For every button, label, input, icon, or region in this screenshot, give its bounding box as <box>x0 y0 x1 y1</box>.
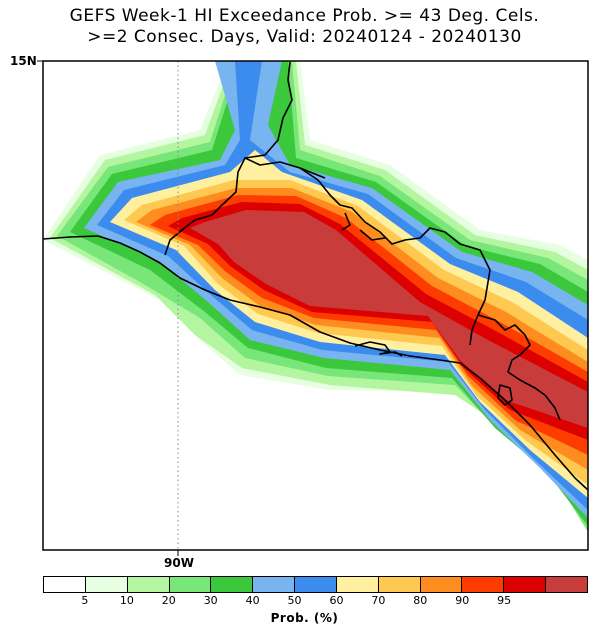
colorbar-segment <box>85 577 128 592</box>
colorbar-ticks: 5 10 20 30 40 50 60 70 80 90 95 <box>43 594 588 608</box>
colorbar-segment <box>504 577 547 592</box>
colorbar-segment <box>546 577 587 592</box>
guatemala-east-border <box>244 157 491 346</box>
colorbar-segment <box>420 577 463 592</box>
colorbar-tick-label: 5 <box>81 594 89 607</box>
honduras-north-edge <box>299 167 326 179</box>
colorbar-segment <box>462 577 505 592</box>
map-title-line1: GEFS Week-1 HI Exceedance Prob. >= 43 De… <box>69 6 540 26</box>
colorbar-segment <box>295 577 337 592</box>
colorbar-tick-label: 60 <box>329 594 344 607</box>
colorbar-tick-label: 95 <box>497 594 512 607</box>
longitude-label: 90W <box>164 556 194 570</box>
gulf-of-fonseca <box>354 341 403 357</box>
colorbar-tick-label: 90 <box>455 594 470 607</box>
coastline-borders <box>43 61 588 491</box>
latitude-label: 15N <box>10 54 37 68</box>
colorbar-tick-label: 10 <box>119 594 134 607</box>
colorbar-segment <box>336 577 379 592</box>
guatemala-border <box>164 61 293 256</box>
plot-frame <box>42 60 589 551</box>
lake-outline <box>497 384 513 406</box>
colorbar-segment <box>253 577 296 592</box>
colorbar-label: Prob. (%) <box>270 611 339 625</box>
colorbar-tick-label: 70 <box>371 594 386 607</box>
probability-fill-group <box>43 61 588 550</box>
colorbar-tick-label: 30 <box>203 594 218 607</box>
colorbar-segment <box>44 577 86 592</box>
colorbar-segment <box>127 577 170 592</box>
colorbar-segment <box>378 577 421 592</box>
colorbar-tick-label: 50 <box>287 594 302 607</box>
probability-band-gt95 <box>190 210 588 428</box>
honduras-border <box>477 314 561 421</box>
map-title-line2: >=2 Consec. Days, Valid: 20240124 - 2024… <box>87 27 522 47</box>
pacific-coastline <box>43 235 588 491</box>
colorbar <box>43 576 588 593</box>
colorbar-segment <box>169 577 212 592</box>
colorbar-tick-label: 20 <box>161 594 176 607</box>
colorbar-segment <box>211 577 254 592</box>
colorbar-tick-label: 80 <box>413 594 428 607</box>
el-salvador-border <box>341 212 386 241</box>
colorbar-tick-label: 40 <box>245 594 260 607</box>
